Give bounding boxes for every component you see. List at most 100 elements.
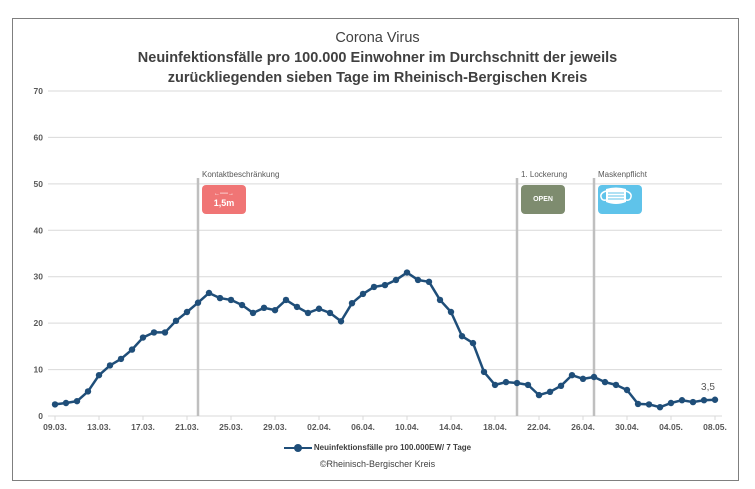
data-point — [414, 276, 422, 284]
y-tick-label: 30 — [34, 272, 44, 282]
data-point — [106, 362, 114, 369]
x-tick-label: 04.05. — [659, 422, 683, 432]
x-tick-label: 09.03. — [43, 422, 67, 432]
data-point — [403, 269, 411, 276]
y-axis-ticks: 0 10 20 30 40 50 60 70 — [34, 86, 44, 421]
data-point — [436, 296, 444, 304]
data-point — [172, 317, 180, 325]
data-point — [645, 401, 653, 408]
face-mask-icon — [598, 185, 642, 214]
data-point — [359, 290, 367, 298]
y-tick-label: 20 — [34, 318, 44, 328]
chart-subtitle-line-2: zurückliegenden sieben Tage im Rheinisch… — [167, 70, 588, 86]
legend: Neuinfektionsfälle pro 100.000EW/ 7 Tage — [0, 443, 755, 452]
data-point — [612, 381, 620, 389]
chart-frame — [12, 18, 739, 481]
data-point — [502, 378, 510, 386]
x-tick-label: 21.03. — [175, 422, 199, 432]
data-point — [557, 382, 565, 390]
data-point — [194, 299, 202, 306]
y-tick-label: 0 — [38, 411, 43, 421]
data-point — [238, 301, 246, 309]
legend-swatch — [283, 443, 312, 452]
data-point — [271, 306, 279, 314]
x-tick-label: 26.04. — [571, 422, 595, 432]
grid-lines — [48, 90, 722, 371]
data-point — [425, 278, 433, 286]
data-point — [392, 276, 400, 284]
data-point — [348, 299, 356, 307]
data-point — [546, 388, 554, 396]
data-point — [260, 304, 268, 312]
data-point — [689, 398, 697, 406]
distance-1-5m-icon: ←----→ 1,5m — [202, 185, 246, 214]
data-point — [535, 391, 543, 399]
data-point — [249, 309, 257, 317]
data-point — [161, 329, 169, 336]
data-point — [601, 378, 609, 386]
x-tick-label: 25.03. — [219, 422, 243, 432]
x-axis: 09.03. 13.03. 17.03. 21.03. 25.03. 29.03. 02.0… — [43, 415, 727, 432]
data-point — [579, 375, 587, 383]
data-point — [678, 397, 686, 404]
open-sign-icon: OPEN — [521, 185, 565, 214]
data-point — [491, 381, 499, 389]
data-point — [480, 368, 488, 376]
data-point — [84, 388, 92, 395]
data-point — [634, 400, 642, 408]
data-point — [150, 329, 158, 336]
data-point — [337, 318, 345, 325]
event-label: Maskenpflicht — [598, 170, 648, 179]
y-tick-label: 70 — [34, 86, 44, 96]
chart-title-block: Corona Virus Neuinfektionsfälle pro 100.… — [0, 28, 755, 88]
x-tick-label: 22.04. — [527, 422, 551, 432]
data-point — [128, 346, 136, 353]
data-point — [183, 308, 191, 316]
data-point — [469, 339, 477, 347]
data-point — [304, 309, 312, 317]
data-point — [656, 403, 664, 411]
data-point — [458, 332, 466, 340]
data-point — [282, 296, 290, 304]
data-point — [293, 303, 301, 311]
mask-shape — [600, 187, 632, 204]
x-tick-label: 08.05. — [703, 422, 727, 432]
x-tick-label: 30.04. — [615, 422, 639, 432]
credit-text: ©Rheinisch-Bergischer Kreis — [319, 459, 436, 469]
y-tick-label: 50 — [34, 179, 44, 189]
x-tick-label: 14.04. — [439, 422, 463, 432]
last-value-label: 3,5 — [701, 382, 715, 393]
data-point — [513, 379, 521, 387]
data-point — [205, 289, 213, 297]
x-tick-label: 13.03. — [87, 422, 111, 432]
double-arrow-icon: ←----→ — [214, 191, 234, 197]
data-point — [216, 294, 224, 302]
data-point — [370, 283, 378, 291]
x-tick-label: 17.03. — [131, 422, 155, 432]
data-point — [623, 386, 631, 394]
series-group: 3,5 — [51, 269, 719, 411]
data-point — [700, 397, 708, 404]
data-point — [51, 401, 59, 408]
distance-text: 1,5m — [213, 198, 235, 208]
chart-subtitle-line-1: Neuinfektionsfälle pro 100.000 Einwohner… — [137, 50, 618, 66]
x-tick-label: 06.04. — [351, 422, 375, 432]
y-tick-label: 40 — [34, 225, 44, 235]
data-point — [381, 281, 389, 289]
data-point — [711, 396, 719, 403]
x-tick-label: 02.04. — [307, 422, 331, 432]
y-tick-label: 60 — [34, 132, 44, 142]
data-point — [315, 305, 323, 312]
open-text: OPEN — [533, 196, 553, 203]
data-point — [326, 309, 334, 317]
event-label: 1. Lockerung — [521, 170, 567, 179]
data-point — [447, 308, 455, 316]
event-label: Kontaktbeschränkung — [202, 170, 279, 179]
x-tick-label: 10.04. — [395, 422, 419, 432]
x-tick-label: 29.03. — [263, 422, 287, 432]
data-point — [667, 399, 675, 407]
data-point — [73, 397, 81, 405]
legend-label: Neuinfektionsfälle pro 100.000EW/ 7 Tage — [313, 443, 472, 452]
x-tick-label: 18.04. — [483, 422, 507, 432]
